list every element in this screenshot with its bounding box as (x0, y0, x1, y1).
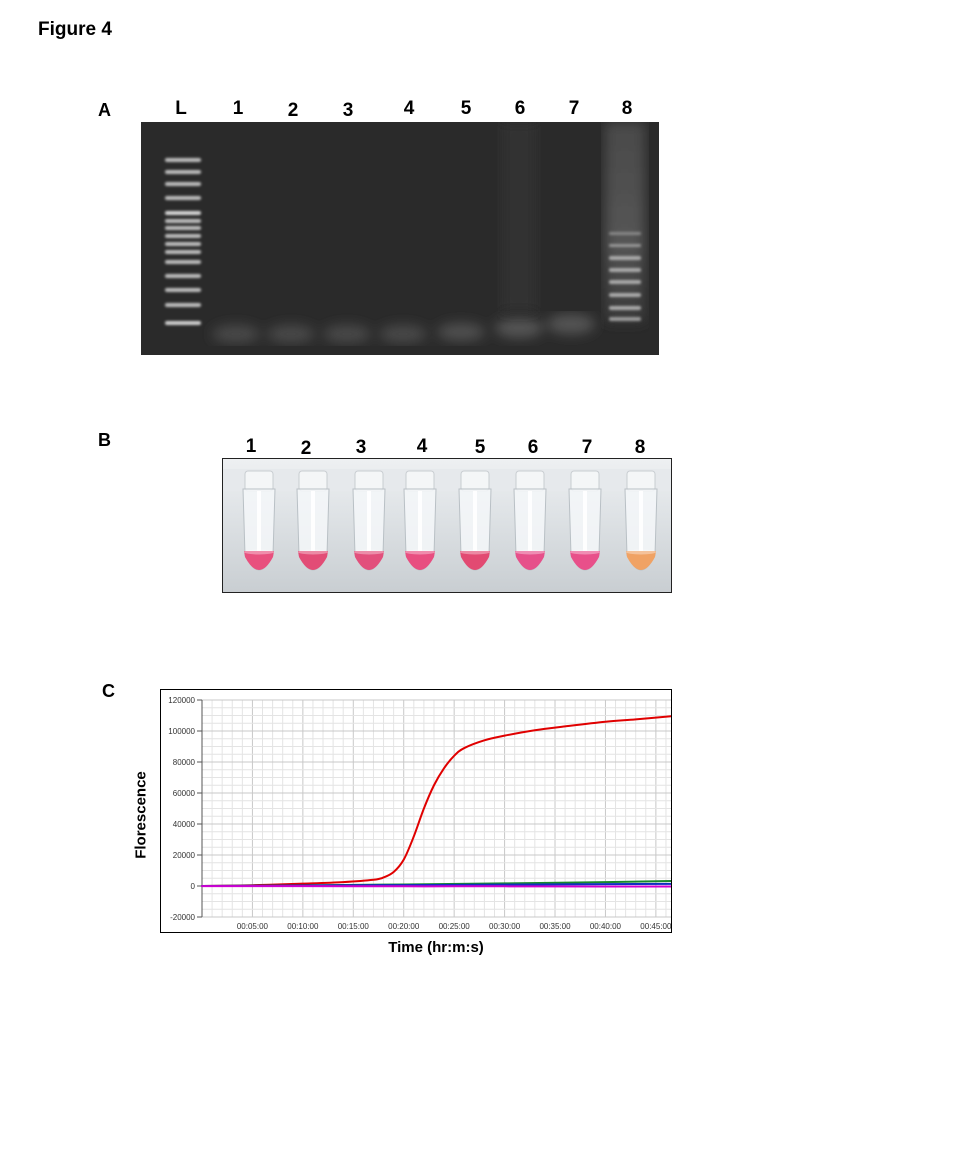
x-tick-label: 00:15:00 (338, 922, 370, 931)
lane-label-7: 7 (568, 98, 580, 119)
y-tick-label: 20000 (173, 851, 196, 860)
tube-label-2: 2 (300, 438, 312, 459)
y-tick-label: 100000 (168, 727, 195, 736)
tube-photo (222, 458, 672, 593)
lane6-faint-smear (501, 122, 537, 312)
tube (352, 470, 386, 571)
x-tick-label: 00:10:00 (287, 922, 319, 931)
tube (296, 470, 330, 571)
lane-label-1: 1 (232, 98, 244, 119)
tube-label-3: 3 (355, 437, 367, 458)
tube (513, 470, 547, 571)
lane-label-5: 5 (460, 98, 472, 119)
tube (568, 470, 602, 571)
x-tick-label: 00:20:00 (388, 922, 420, 931)
lane8-bands (609, 232, 641, 321)
gel-bands (165, 122, 645, 343)
tube-label-7: 7 (581, 437, 593, 458)
x-tick-label: 00:25:00 (439, 922, 471, 931)
y-tick-label: 120000 (168, 696, 195, 705)
y-tick-label: 80000 (173, 758, 196, 767)
panel-c-letter: C (102, 681, 115, 701)
y-axis-label: Florescence (132, 771, 150, 859)
lane-label-4: 4 (403, 98, 415, 119)
tube-liquid (298, 551, 328, 570)
tube-liquid (460, 551, 490, 570)
x-axis-label: Time (hr:m:s) (388, 939, 484, 956)
panel-b-letter: B (98, 430, 111, 450)
lane-label-8: 8 (621, 98, 633, 119)
tube-label-4: 4 (416, 436, 428, 457)
lane-label-3: 3 (342, 100, 354, 121)
cap-strip (223, 469, 671, 491)
x-tick-label: 00:30:00 (489, 922, 521, 931)
tube-liquid (354, 551, 384, 570)
x-tick-label: 00:05:00 (237, 922, 269, 931)
lane-label-6: 6 (514, 98, 526, 119)
tube-liquid (626, 551, 656, 570)
tube (458, 470, 492, 571)
tube-label-5: 5 (474, 437, 486, 458)
tube-liquid (570, 551, 600, 570)
primer-smears (212, 314, 595, 343)
tube (624, 470, 658, 571)
chart-grid (202, 699, 671, 918)
x-tick-label: 00:45:00 (640, 922, 671, 931)
tube (242, 470, 276, 571)
tube-label-6: 6 (527, 437, 539, 458)
tube-liquid (515, 551, 545, 570)
tube-liquid (244, 551, 274, 570)
y-tick-label: 60000 (173, 789, 196, 798)
x-tick-label: 00:40:00 (590, 922, 622, 931)
figure-title: Figure 4 (38, 19, 112, 40)
tube (403, 470, 437, 571)
x-tick-label: 00:35:00 (539, 922, 571, 931)
lane-label-2: 2 (287, 100, 299, 121)
tube-label-1: 1 (245, 436, 257, 457)
ladder-bands (165, 158, 201, 325)
gel-image (141, 122, 659, 355)
lane-label-ladder: L (175, 98, 187, 119)
y-tick-label: -20000 (170, 913, 195, 922)
fluorescence-chart: -20000 0 20000 40000 60000 80000 100000 120000 0… (160, 689, 672, 933)
y-tick-label: 40000 (173, 820, 196, 829)
panel-a-letter: A (98, 100, 111, 120)
tube-strip (223, 469, 671, 571)
tube-label-8: 8 (634, 437, 646, 458)
series-line-1 (201, 715, 672, 887)
lane8-smear (605, 122, 645, 322)
y-tick-label: 0 (191, 882, 196, 891)
fluorescence-chart-svg: -20000 0 20000 40000 60000 80000 100000 120000 0… (168, 696, 672, 931)
tube-liquid (405, 551, 435, 570)
